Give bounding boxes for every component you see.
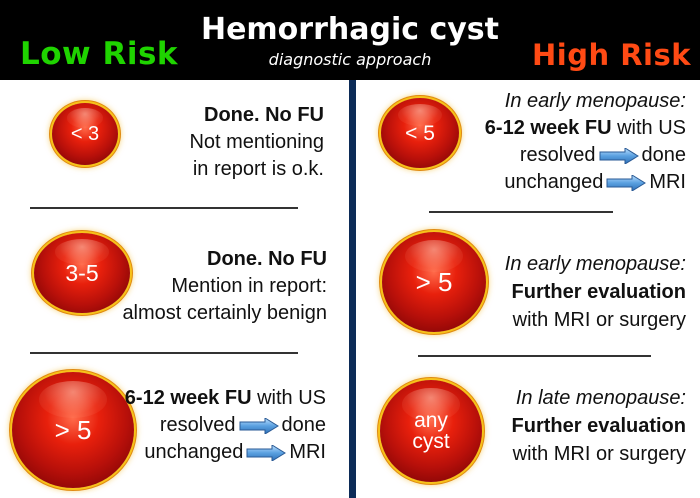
row-context: In early menopause:	[504, 90, 686, 112]
cyst-large-icon: > 5	[382, 232, 486, 332]
cyst-size-label: > 5	[54, 415, 92, 445]
row-separator	[30, 207, 298, 209]
cyst-any-label: cyst	[412, 430, 450, 453]
right-arrow-icon	[599, 147, 639, 164]
resolved-label: resolved	[519, 144, 596, 166]
cyst-size-label: any cyst	[412, 410, 449, 452]
high-risk-row-2-text: In early menopause: Further evaluation w…	[505, 250, 686, 334]
row-heading: Done. No FU	[204, 104, 324, 126]
cyst-small-icon: < 5	[381, 98, 459, 168]
row-heading: 6-12 week FU	[484, 117, 612, 139]
mri-label: MRI	[649, 171, 686, 193]
row-heading: 6-12 week FU	[124, 387, 252, 409]
column-divider	[349, 80, 356, 498]
right-arrow-icon	[606, 174, 647, 191]
cyst-size-label: < 3	[70, 123, 100, 145]
right-arrow-icon	[239, 417, 279, 434]
row-context: In late menopause:	[515, 387, 686, 409]
row-heading-rest: with US	[611, 117, 686, 139]
row-heading: Further evaluation	[511, 281, 686, 303]
row-heading-rest: with US	[251, 387, 326, 409]
resolved-label: resolved	[159, 414, 236, 436]
cyst-size-label: 3-5	[65, 259, 99, 286]
page-subtitle: diagnostic approach	[268, 50, 432, 69]
low-risk-heading: Low Risk	[20, 36, 179, 72]
header-bar: Low Risk Hemorrhagic cyst diagnostic app…	[0, 0, 700, 80]
right-arrow-icon	[246, 444, 287, 461]
done-label: done	[281, 414, 327, 436]
cyst-any-icon: any cyst	[380, 380, 482, 482]
row-line: Not mentioning	[189, 131, 324, 153]
mri-label: MRI	[289, 441, 326, 463]
cyst-small-icon: < 3	[52, 103, 118, 165]
row-separator	[429, 211, 613, 213]
high-risk-row-3-text: In late menopause: Further evaluation wi…	[512, 384, 686, 468]
cyst-medium-icon: 3-5	[34, 233, 130, 313]
row-context: In early menopause:	[504, 253, 686, 275]
low-risk-row-3-text: 6-12 week FU with US resolved done unchan…	[125, 385, 326, 466]
low-risk-row-1-text: Done. No FU Not mentioning in report is …	[189, 102, 324, 183]
cyst-any-label: any	[414, 409, 448, 432]
row-line: with MRI or surgery	[512, 443, 686, 465]
page-title: Hemorrhagic cyst	[200, 12, 500, 47]
row-line: almost certainly benign	[122, 302, 327, 324]
row-separator	[418, 355, 651, 357]
high-risk-heading: High Risk	[532, 38, 692, 72]
low-risk-row-2-text: Done. No FU Mention in report: almost ce…	[122, 246, 327, 327]
high-risk-row-1-text: In early menopause: 6-12 week FU with US…	[485, 88, 686, 196]
row-heading: Done. No FU	[207, 248, 327, 270]
unchanged-label: unchanged	[144, 441, 244, 463]
row-heading: Further evaluation	[511, 415, 686, 437]
row-line: Mention in report:	[171, 275, 327, 297]
cyst-large-icon: > 5	[12, 372, 134, 488]
cyst-size-label: < 5	[405, 121, 435, 145]
row-line: in report is o.k.	[192, 158, 324, 180]
unchanged-label: unchanged	[504, 171, 604, 193]
row-line: with MRI or surgery	[512, 309, 686, 331]
row-separator	[30, 352, 298, 354]
cyst-size-label: > 5	[415, 267, 453, 297]
done-label: done	[641, 144, 687, 166]
